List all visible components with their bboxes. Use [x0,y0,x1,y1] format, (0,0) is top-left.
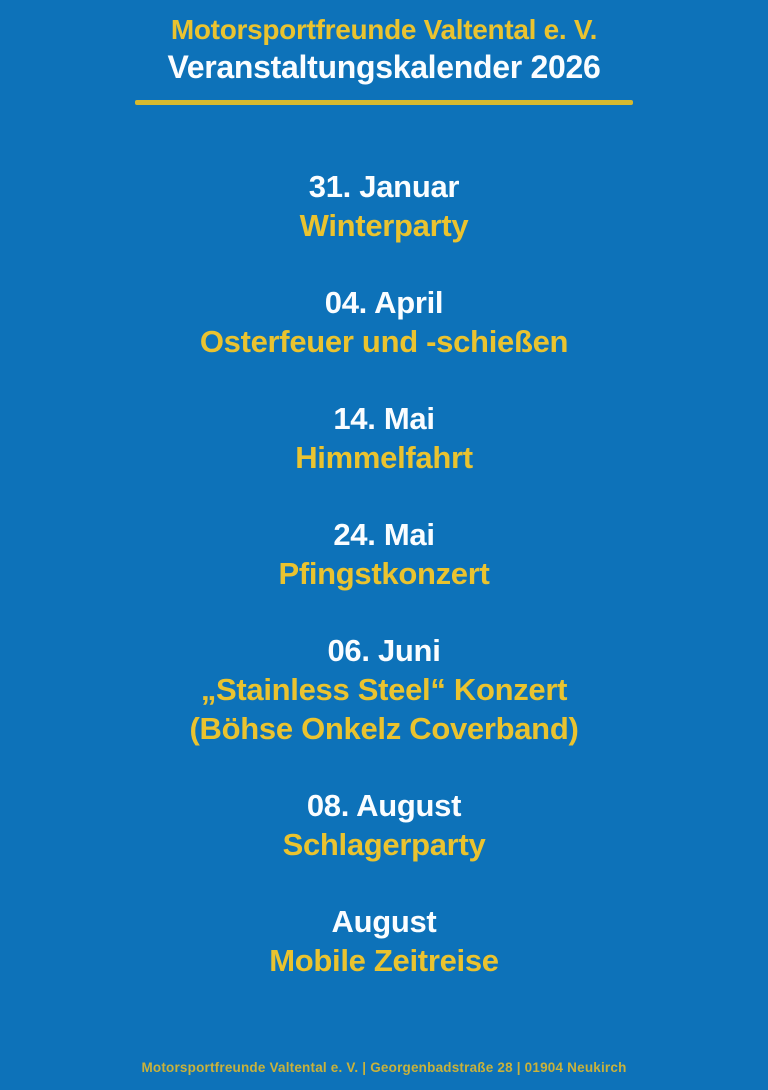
event-block: August Mobile Zeitreise [190,902,579,980]
footer-text: Motorsportfreunde Valtental e. V. | Geor… [141,1060,627,1075]
event-date: 14. Mai [333,401,435,436]
event-name-line2: (Böhse Onkelz Coverband) [189,711,579,746]
event-date: 24. Mai [333,517,435,552]
event-name: Mobile Zeitreise [269,943,499,978]
event-name: Pfingstkonzert [278,556,490,591]
event-name: „Stainless Steel“ Konzert [200,672,568,707]
event-name: Himmelfahrt [295,440,473,475]
event-block: 06. Juni „Stainless Steel“ Konzert (Böhs… [190,631,579,748]
event-date: August [331,904,437,939]
page-title: Veranstaltungskalender 2026 [167,49,601,85]
event-date: 31. Januar [308,169,460,204]
event-block: 14. Mai Himmelfahrt [190,399,579,477]
event-date: 06. Juni [327,633,441,668]
event-date: 04. April [324,285,444,320]
event-name: Schlagerparty [282,827,486,862]
divider-rule [135,100,633,105]
event-block: 08. August Schlagerparty [190,786,579,864]
event-block: 24. Mai Pfingstkonzert [190,515,579,593]
event-name: Winterparty [299,208,469,243]
event-date: 08. August [306,788,462,823]
event-block: 31. Januar Winterparty [190,167,579,245]
header: Motorsportfreunde Valtental e. V. Verans… [167,12,600,87]
club-name: Motorsportfreunde Valtental e. V. [170,14,598,45]
events-list: 31. Januar Winterparty 04. April Osterfe… [190,167,579,980]
event-name: Osterfeuer und -schießen [199,324,569,359]
footer: Motorsportfreunde Valtental e. V. | Geor… [0,1059,768,1077]
event-block: 04. April Osterfeuer und -schießen [190,283,579,361]
